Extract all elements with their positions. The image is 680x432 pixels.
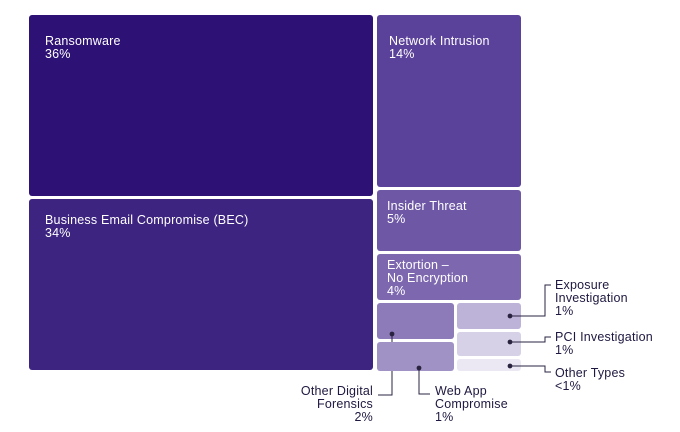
label-other-types: Other Types <1% xyxy=(555,366,626,393)
leader-line-other-types xyxy=(510,365,551,373)
leader-line-web-app-compromise xyxy=(418,368,430,395)
tile-extortion-no-encryption xyxy=(377,254,521,300)
tile-business-email-compromise-bec xyxy=(29,199,373,370)
leader-dot-pci-investigation xyxy=(507,339,513,345)
label-exposure-investigation: Exposure Investigation 1% xyxy=(555,278,628,318)
tile-insider-threat xyxy=(377,190,521,251)
leader-dot-other-types xyxy=(507,363,513,369)
tile-other-digital-forensics xyxy=(377,303,454,339)
leader-dot-web-app-compromise xyxy=(416,365,422,371)
label-web-app-compromise: Web App Compromise 1% xyxy=(435,384,508,424)
tile-ransomware xyxy=(29,15,373,196)
leader-line-pci-investigation xyxy=(510,336,551,343)
tile-other-types xyxy=(457,359,521,371)
leader-dot-exposure-investigation xyxy=(507,313,513,319)
leader-dot-other-digital-forensics xyxy=(389,331,395,337)
leader-line-exposure-investigation xyxy=(510,284,551,317)
label-network-intrusion: Network Intrusion 14% xyxy=(389,34,490,61)
tile-web-app-compromise xyxy=(377,342,454,371)
label-extortion-no-encryption: Extortion – No Encryption 4% xyxy=(387,258,469,298)
label-insider-threat: Insider Threat 5% xyxy=(387,199,467,226)
label-ransomware: Ransomware 36% xyxy=(45,34,121,61)
tile-exposure-investigation xyxy=(457,303,521,329)
label-other-digital-forensics: Other Digital Forensics 2% xyxy=(300,384,373,424)
label-pci-investigation: PCI Investigation 1% xyxy=(555,330,653,357)
tile-pci-investigation xyxy=(457,332,521,356)
tile-network-intrusion xyxy=(377,15,521,187)
label-business-email-compromise-bec: Business Email Compromise (BEC) 34% xyxy=(45,213,249,240)
